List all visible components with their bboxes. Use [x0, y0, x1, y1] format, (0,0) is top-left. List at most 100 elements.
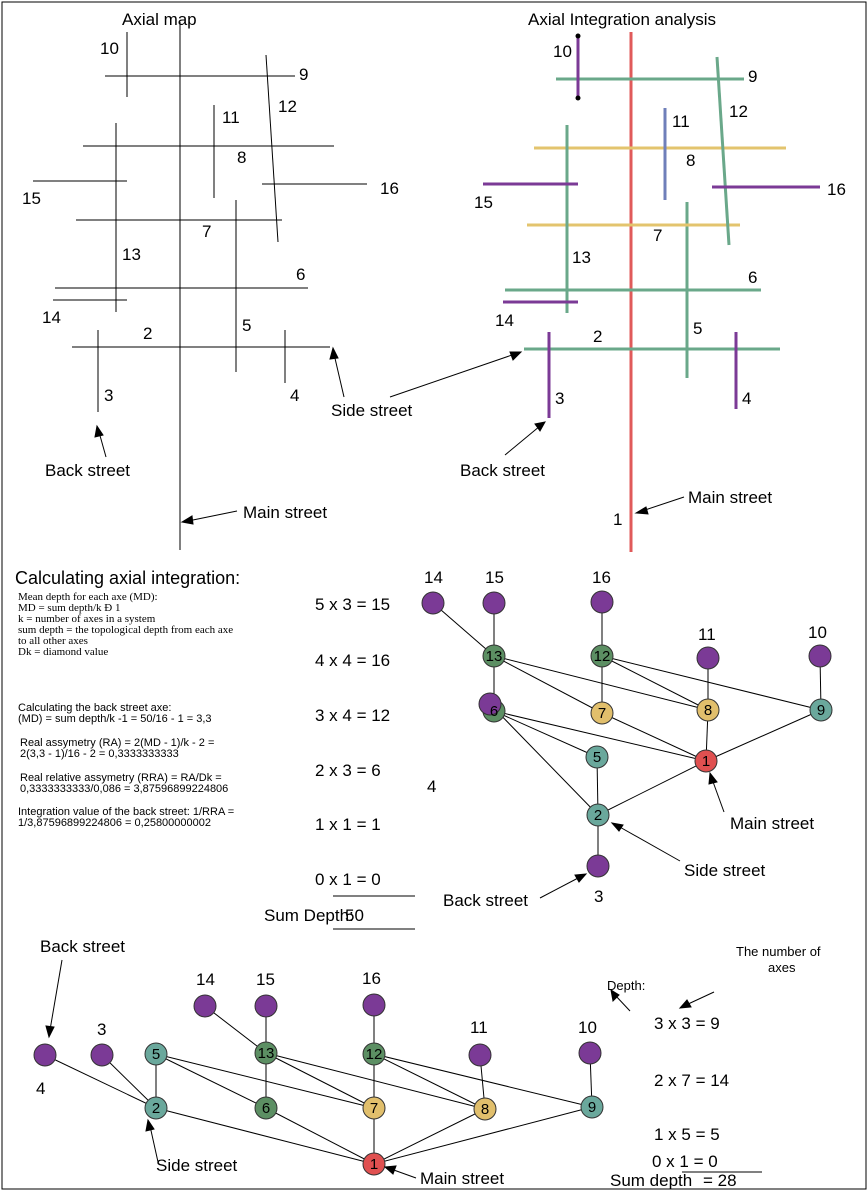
svg-text:14: 14	[196, 970, 215, 989]
svg-text:4 x 4 = 16: 4 x 4 = 16	[315, 651, 390, 670]
sum-depth-label-top: Sum Depth:	[264, 906, 354, 925]
svg-text:16: 16	[380, 179, 399, 198]
equations-bottom: Depth: The number of axes 3 x 3 = 9 2 x …	[607, 944, 821, 1190]
integration-map	[483, 32, 820, 552]
svg-text:11: 11	[470, 1018, 488, 1037]
svg-text:7: 7	[598, 705, 606, 722]
arrow-head	[94, 424, 104, 438]
graph-bottom-node-numbers: 5 13 12 2 6 7 8 9 1	[152, 1045, 596, 1173]
svg-text:8: 8	[481, 1101, 489, 1118]
svg-text:15: 15	[22, 189, 41, 208]
calc-title: Calculating axial integration:	[15, 568, 240, 588]
svg-text:11: 11	[698, 625, 716, 644]
node-8	[473, 1097, 497, 1121]
node-14	[421, 591, 445, 615]
node-14	[193, 994, 217, 1018]
svg-text:5 x 3 = 15: 5 x 3 = 15	[315, 595, 390, 614]
axis-12	[265, 54, 279, 243]
equations-top: 5 x 3 = 15 4 x 4 = 16 3 x 4 = 12 2 x 3 =…	[264, 595, 390, 925]
svg-text:9: 9	[299, 65, 308, 84]
graph-bottom-arrows	[45, 959, 715, 1179]
sum-depth-label-bottom: Sum depth	[610, 1171, 692, 1190]
svg-text:Dk = diamond value: Dk = diamond value	[18, 646, 108, 658]
node-15	[254, 994, 278, 1018]
graph-bottom-edges	[44, 1005, 593, 1165]
svg-text:MD = sum depth/k Ð 1: MD = sum depth/k Ð 1	[18, 602, 120, 614]
svg-text:1/3,87596899224806 = 0,2580000: 1/3,87596899224806 = 0,25800000002	[18, 817, 211, 829]
svg-text:11: 11	[222, 108, 240, 127]
svg-text:5: 5	[693, 319, 702, 338]
graph-bottom-labels: 14 15 16 11 10 3 4 Back street Side stre…	[36, 937, 597, 1188]
svg-text:12: 12	[278, 97, 297, 116]
node-11	[696, 646, 720, 670]
sum-depth-value-bottom: = 28	[703, 1171, 737, 1190]
svg-text:5: 5	[152, 1046, 160, 1063]
svg-text:6: 6	[490, 703, 498, 720]
svg-text:2: 2	[143, 324, 152, 343]
svg-text:16: 16	[592, 568, 611, 587]
side-street-label-bottom: Side street	[156, 1156, 238, 1175]
side-street-label-top: Side street	[331, 401, 413, 420]
svg-text:8: 8	[686, 151, 695, 170]
svg-text:1: 1	[370, 1156, 378, 1173]
node-16	[362, 993, 386, 1017]
node-5	[144, 1042, 168, 1066]
svg-text:9: 9	[588, 1099, 596, 1116]
node-6	[254, 1096, 278, 1120]
arrow-head	[180, 515, 194, 525]
node-12	[590, 644, 614, 668]
svg-text:axes: axes	[768, 960, 796, 975]
svg-text:12: 12	[366, 1046, 383, 1063]
node-4	[33, 1043, 57, 1067]
svg-text:6: 6	[262, 1100, 270, 1117]
svg-text:The number of: The number of	[736, 944, 821, 959]
svg-text:15: 15	[474, 193, 493, 212]
graph-top-node-numbers: 13 12 6 7 8 9 5 1 2	[486, 648, 826, 824]
svg-text:2: 2	[593, 327, 602, 346]
main-street-label-top: Main street	[688, 488, 772, 507]
svg-text:Mean depth for each axe (MD):: Mean depth for each axe (MD):	[18, 591, 158, 603]
calculation-text: Calculating axial integration: Mean dept…	[15, 568, 240, 829]
node-15	[482, 591, 506, 615]
title-axial-map: Axial map	[122, 10, 197, 29]
svg-text:4: 4	[36, 1079, 45, 1098]
node-1	[694, 749, 718, 773]
svg-text:1: 1	[702, 753, 710, 770]
axial-map-arrows	[94, 424, 238, 525]
svg-text:to all other axes: to all other axes	[18, 635, 88, 647]
svg-text:3 x 3 = 9: 3 x 3 = 9	[654, 1014, 720, 1033]
svg-text:Real assymetry (RA) = 2(MD - 1: Real assymetry (RA) = 2(MD - 1)/k - 2 =	[20, 737, 214, 749]
graph-bottom-nodes	[33, 993, 604, 1176]
back-street-label-top: Back street	[460, 461, 545, 480]
svg-text:5: 5	[593, 749, 601, 766]
svg-text:10: 10	[553, 42, 572, 61]
node-11	[468, 1043, 492, 1067]
svg-text:13: 13	[486, 648, 503, 665]
svg-text:12: 12	[594, 648, 611, 665]
svg-text:7: 7	[653, 226, 662, 245]
graph-top-arrows	[539, 771, 725, 899]
svg-text:15: 15	[485, 568, 504, 587]
svg-text:7: 7	[202, 222, 211, 241]
main-street-label-left: Main street	[243, 503, 327, 522]
svg-text:14: 14	[495, 311, 514, 330]
svg-text:14: 14	[42, 308, 61, 327]
svg-text:2(3,3 - 1)/16 - 2 = 0,33333333: 2(3,3 - 1)/16 - 2 = 0,3333333333	[20, 748, 179, 760]
svg-text:k = number of axes in a system: k = number of axes in a system	[18, 613, 156, 625]
svg-text:10: 10	[808, 623, 827, 642]
integration-arrows	[329, 346, 685, 515]
svg-text:2 x 3 = 6: 2 x 3 = 6	[315, 761, 381, 780]
svg-text:9: 9	[817, 702, 825, 719]
node-16	[590, 590, 614, 614]
svg-text:5: 5	[242, 316, 251, 335]
svg-text:0,3333333333/0,086 = 3,8759689: 0,3333333333/0,086 = 3,87596899224806	[20, 783, 228, 795]
svg-text:1 x 1 = 1: 1 x 1 = 1	[315, 815, 381, 834]
side-street-label-graph: Side street	[684, 861, 766, 880]
node-10	[808, 644, 832, 668]
svg-text:Integration value of the back: Integration value of the back street: 1/…	[18, 806, 234, 818]
svg-text:1 x 5 = 5: 1 x 5 = 5	[654, 1125, 720, 1144]
node-9	[580, 1095, 604, 1119]
graph-top-labels: 14 15 16 11 10 4 3 Main street Side stre…	[424, 568, 827, 910]
svg-text:3: 3	[97, 1020, 106, 1039]
node-9	[809, 698, 833, 722]
